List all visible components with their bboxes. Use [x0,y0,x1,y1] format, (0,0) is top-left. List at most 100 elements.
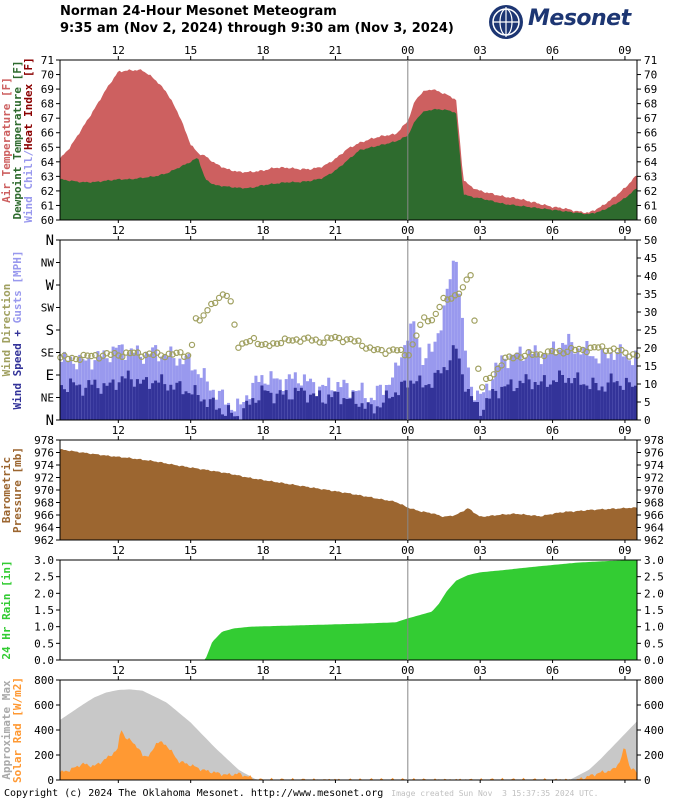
wind-gust-bar [199,377,203,420]
x-tick-label: 18 [256,224,269,237]
y-tick-label-right: 970 [644,484,664,497]
wind-gust-bar [445,288,449,420]
wind-direction-point [506,353,513,360]
wind-gust-bar [567,333,571,420]
y-tick-label-left: 70 [41,69,54,82]
y-tick-label-left: 1.0 [34,621,54,634]
wind-speed-bar [345,399,349,420]
mesonet-logo: Mesonet [486,2,666,42]
wind-direction-point [397,346,405,354]
wind-speed-bar [248,404,252,420]
wind-speed-bar [123,378,127,420]
wind-speed-bar [327,394,331,420]
wind-gust-bar [172,358,176,420]
wind-speed-bar [135,379,139,420]
wind-direction-point [374,346,381,353]
wind-direction-point [533,351,540,358]
wind-speed-bar [594,383,598,420]
wind-direction-point [548,347,556,355]
wind-direction-point [571,346,579,354]
wind-speed-bar [418,375,422,420]
x-tick-label: 03 [474,424,487,437]
wind-gust-bar [448,279,452,420]
y-tick-label-left: 962 [34,534,54,547]
wind-direction-point [409,341,416,348]
wind-direction-point [343,336,350,343]
x-tick-label: 09 [618,664,631,677]
wind-speed-bar [236,416,240,420]
wind-gust-bar [324,386,328,420]
y-tick-label-left: 978 [34,434,54,447]
wind-speed-bar [287,399,291,420]
y-tick-label-left: 0.5 [34,637,54,650]
wind-direction-point [560,350,567,357]
wind-speed-bar [530,389,534,420]
wind-direction-point [517,354,525,361]
wind-direction-point [130,349,138,356]
wind-speed-bar [430,387,434,420]
wind-direction-point [482,375,490,383]
wind-speed-bar [217,408,221,420]
wind-speed-bar [518,380,522,420]
wind-speed-bar [196,395,200,420]
wind-speed-bar [281,394,285,420]
wind-speed-bar [66,392,70,420]
wind-speed-bar [591,377,595,420]
wind-direction-point [544,348,552,355]
x-tick-label: 12 [112,544,125,557]
x-tick-label: 09 [618,544,631,557]
y-tick-label-left: 68 [41,98,54,111]
x-tick-label: 21 [329,544,342,557]
wind-direction-point [146,350,153,357]
wind-gust-bar [66,360,70,420]
wind-speed-bar [476,402,480,420]
direction-tick-label: SE [41,347,54,360]
title-line-2: 9:35 am (Nov 2, 2024) through 9:30 am (N… [60,21,454,36]
wind-speed-bar [424,385,428,420]
y-tick-label-right: 25 [644,324,657,337]
wind-speed-bar [202,399,206,420]
wind-direction-point [498,362,505,369]
y-axis-label-part: Air Temperature [F] [0,77,13,203]
x-tick-label: 09 [618,44,631,57]
title-line-1: Norman 24-Hour Mesonet Meteogram [60,4,337,19]
wind-speed-bar [536,384,540,420]
y-tick-label-right: 67 [644,112,657,125]
y-tick-label-left: 0.0 [34,654,54,667]
wind-direction-point [196,317,203,324]
y-tick-label-right: 968 [644,497,664,510]
wind-speed-bar [172,389,176,420]
wind-speed-bar [533,382,537,420]
y-tick-label-right: 400 [644,724,664,737]
x-tick-label: 15 [184,664,197,677]
y-axis-label-part: Wind Direction [0,284,13,377]
wind-speed-bar [166,390,170,420]
x-tick-label: 21 [329,664,342,677]
y-tick-label-left: 64 [41,156,55,169]
wind-speed-bar [509,379,513,420]
y-tick-label-right: 966 [644,509,664,522]
wind-speed-bar [597,390,601,420]
x-tick-label: 00 [401,664,414,677]
wind-speed-bar [139,383,143,420]
wind-speed-bar [473,402,477,420]
wind-speed-bar [488,398,492,420]
wind-speed-bar [211,397,215,420]
wind-speed-bar [96,388,100,420]
y-tick-label-right: 600 [644,699,664,712]
y-axis-label-part: Wind Speed + [11,323,24,409]
y-tick-label-right: 0.5 [644,637,664,650]
wind-gust-bar [430,351,434,420]
wind-gust-bar [378,384,382,420]
wind-speed-bar [391,396,395,420]
wind-speed-bar [245,400,249,420]
wind-speed-bar [409,380,413,420]
wind-speed-bar [145,377,149,420]
wind-speed-bar [415,381,419,420]
wind-speed-bar [275,393,279,420]
y-tick-label-left: 974 [34,459,54,472]
wind-gust-bar [360,382,364,420]
wind-direction-point [200,312,207,319]
wind-gust-bar [415,338,419,420]
wind-direction-point [382,350,389,357]
